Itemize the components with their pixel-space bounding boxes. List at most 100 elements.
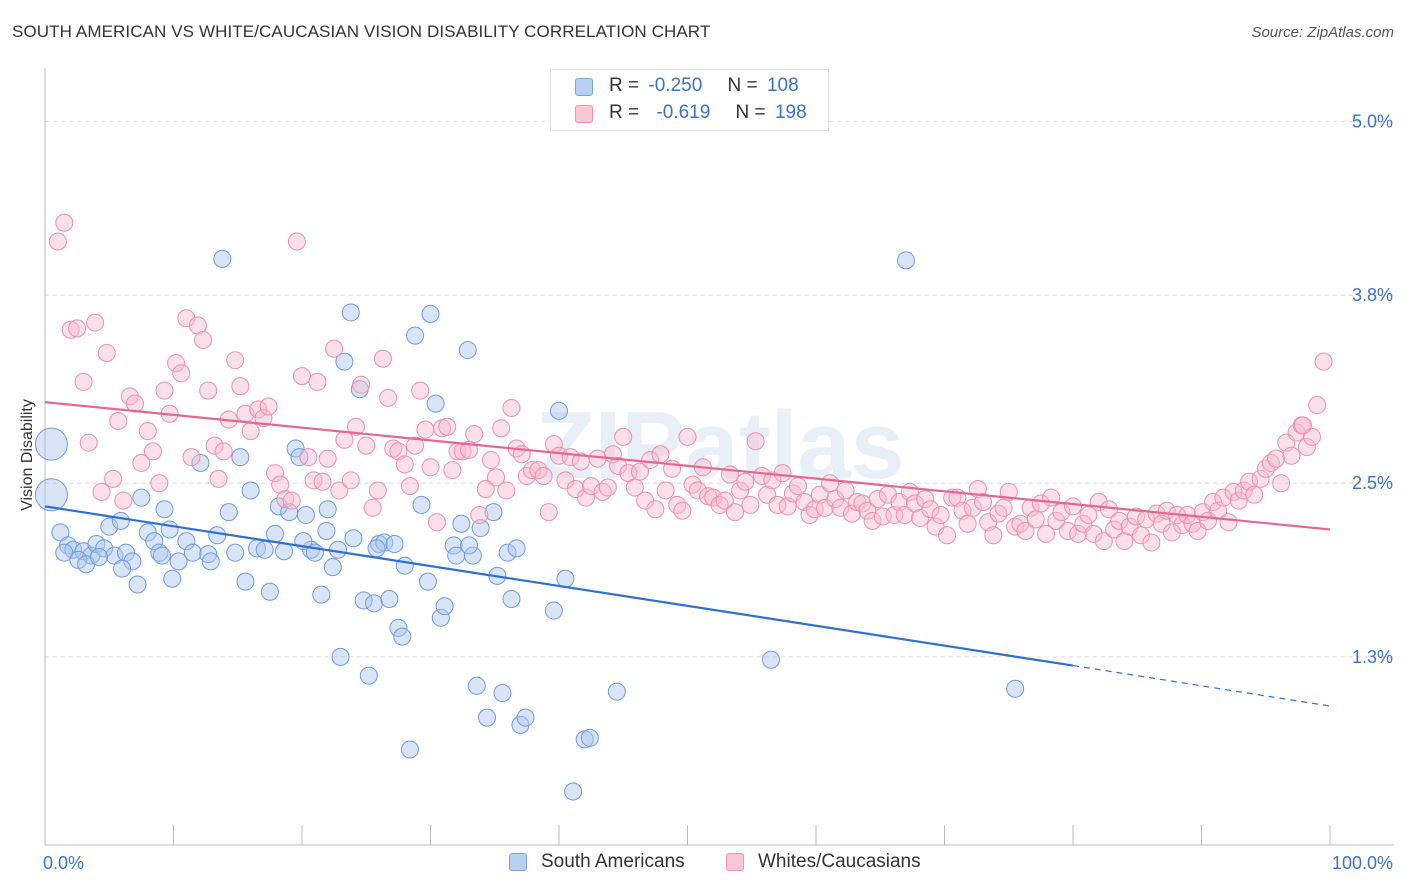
data-point bbox=[731, 481, 750, 500]
data-point bbox=[1094, 532, 1113, 551]
data-point bbox=[363, 498, 382, 517]
data-point bbox=[656, 481, 675, 500]
data-point bbox=[411, 381, 430, 400]
data-point bbox=[167, 354, 186, 373]
data-point bbox=[205, 436, 224, 455]
legend-swatch-blue bbox=[575, 78, 593, 96]
data-point bbox=[367, 539, 386, 558]
y-tick-label: 2.5% bbox=[1352, 473, 1393, 493]
data-point bbox=[984, 526, 1003, 545]
data-point bbox=[1016, 521, 1035, 540]
data-point bbox=[74, 372, 93, 391]
data-point bbox=[1267, 449, 1286, 468]
data-point bbox=[443, 461, 462, 480]
data-point bbox=[487, 468, 506, 487]
data-point bbox=[379, 388, 398, 407]
x-tick-labels: 0.0% 100.0% bbox=[43, 853, 1393, 873]
data-point bbox=[1006, 679, 1025, 698]
data-point bbox=[1314, 352, 1333, 371]
data-point bbox=[678, 427, 697, 446]
data-point bbox=[683, 475, 702, 494]
data-point bbox=[1294, 416, 1313, 435]
data-point bbox=[471, 519, 490, 538]
data-point bbox=[715, 491, 734, 510]
data-point bbox=[293, 367, 311, 386]
data-point bbox=[896, 251, 915, 270]
data-point bbox=[188, 316, 207, 335]
data-point bbox=[463, 546, 482, 565]
data-point bbox=[385, 534, 404, 553]
data-point bbox=[296, 506, 315, 525]
data-point bbox=[1006, 517, 1025, 536]
data-point bbox=[241, 481, 260, 500]
data-point bbox=[199, 381, 218, 400]
data-point bbox=[282, 491, 301, 510]
data-point bbox=[400, 477, 419, 496]
data-point bbox=[359, 666, 378, 685]
data-point bbox=[236, 572, 255, 591]
data-point bbox=[516, 708, 535, 727]
data-point bbox=[219, 503, 238, 522]
data-point bbox=[476, 479, 495, 498]
x-tick-label: 0.0% bbox=[43, 853, 84, 873]
data-point bbox=[169, 552, 188, 571]
data-point bbox=[873, 507, 892, 526]
data-point bbox=[905, 494, 924, 513]
data-point bbox=[86, 313, 105, 332]
trend-line-extension bbox=[1072, 664, 1331, 707]
data-point bbox=[113, 559, 132, 578]
data-point bbox=[1162, 523, 1181, 542]
data-point bbox=[100, 517, 119, 536]
data-point bbox=[172, 364, 191, 383]
bottom-legend-swatch-blue bbox=[509, 853, 527, 871]
data-point bbox=[1037, 524, 1056, 543]
data-point bbox=[550, 401, 568, 420]
data-point bbox=[1047, 511, 1066, 530]
data-point bbox=[335, 430, 354, 449]
data-point bbox=[406, 326, 425, 345]
data-point bbox=[641, 451, 660, 470]
legend-n-label: N = bbox=[727, 75, 758, 96]
data-point bbox=[452, 514, 471, 533]
data-point bbox=[357, 436, 376, 455]
data-point bbox=[478, 708, 497, 727]
data-point bbox=[266, 464, 285, 483]
data-point bbox=[389, 618, 408, 637]
data-point bbox=[132, 488, 151, 507]
data-point bbox=[646, 500, 665, 519]
data-point bbox=[79, 433, 98, 452]
data-point bbox=[529, 461, 548, 480]
data-point bbox=[580, 728, 599, 747]
legend-r-label: R = bbox=[609, 102, 640, 123]
data-point bbox=[427, 513, 446, 532]
data-point bbox=[260, 582, 279, 601]
data-point bbox=[249, 400, 268, 419]
source-label: Source: ZipAtlas.com bbox=[1251, 24, 1394, 41]
trend-line-whites-caucasians bbox=[44, 401, 1331, 531]
data-point bbox=[95, 539, 114, 558]
data-point bbox=[564, 782, 583, 801]
data-point bbox=[352, 375, 371, 394]
data-point bbox=[974, 493, 993, 512]
data-point bbox=[194, 330, 213, 349]
data-point bbox=[539, 503, 558, 522]
data-point bbox=[668, 495, 687, 514]
chart-title: SOUTH AMERICAN VS WHITE/CAUCASIAN VISION… bbox=[12, 22, 711, 41]
data-point bbox=[389, 442, 408, 461]
series-whites-caucasians bbox=[48, 213, 1333, 552]
data-point bbox=[1245, 485, 1264, 504]
data-point bbox=[534, 466, 553, 485]
data-point bbox=[1157, 501, 1176, 520]
data-point bbox=[492, 419, 511, 438]
data-point bbox=[163, 569, 182, 588]
data-point bbox=[498, 543, 517, 562]
data-point bbox=[138, 422, 157, 441]
data-point bbox=[123, 552, 142, 571]
data-point bbox=[868, 490, 887, 509]
data-point bbox=[373, 349, 392, 368]
data-point bbox=[317, 521, 336, 540]
data-point bbox=[435, 597, 454, 616]
data-point bbox=[104, 469, 123, 488]
data-point bbox=[958, 514, 977, 533]
data-point bbox=[1229, 491, 1248, 510]
